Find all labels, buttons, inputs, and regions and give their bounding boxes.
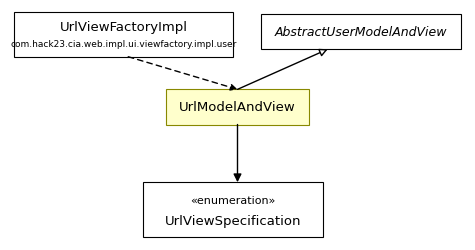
Text: UrlViewSpecification: UrlViewSpecification bbox=[164, 214, 301, 228]
FancyBboxPatch shape bbox=[261, 15, 461, 50]
FancyBboxPatch shape bbox=[142, 182, 323, 238]
Text: «enumeration»: «enumeration» bbox=[190, 196, 276, 206]
FancyBboxPatch shape bbox=[14, 12, 233, 58]
Text: UrlModelAndView: UrlModelAndView bbox=[179, 101, 296, 114]
Text: com.hack23.cia.web.impl.ui.viewfactory.impl.user: com.hack23.cia.web.impl.ui.viewfactory.i… bbox=[10, 40, 237, 48]
Text: UrlViewFactoryImpl: UrlViewFactoryImpl bbox=[59, 21, 188, 34]
Text: AbstractUserModelAndView: AbstractUserModelAndView bbox=[275, 26, 447, 39]
FancyBboxPatch shape bbox=[166, 90, 309, 125]
